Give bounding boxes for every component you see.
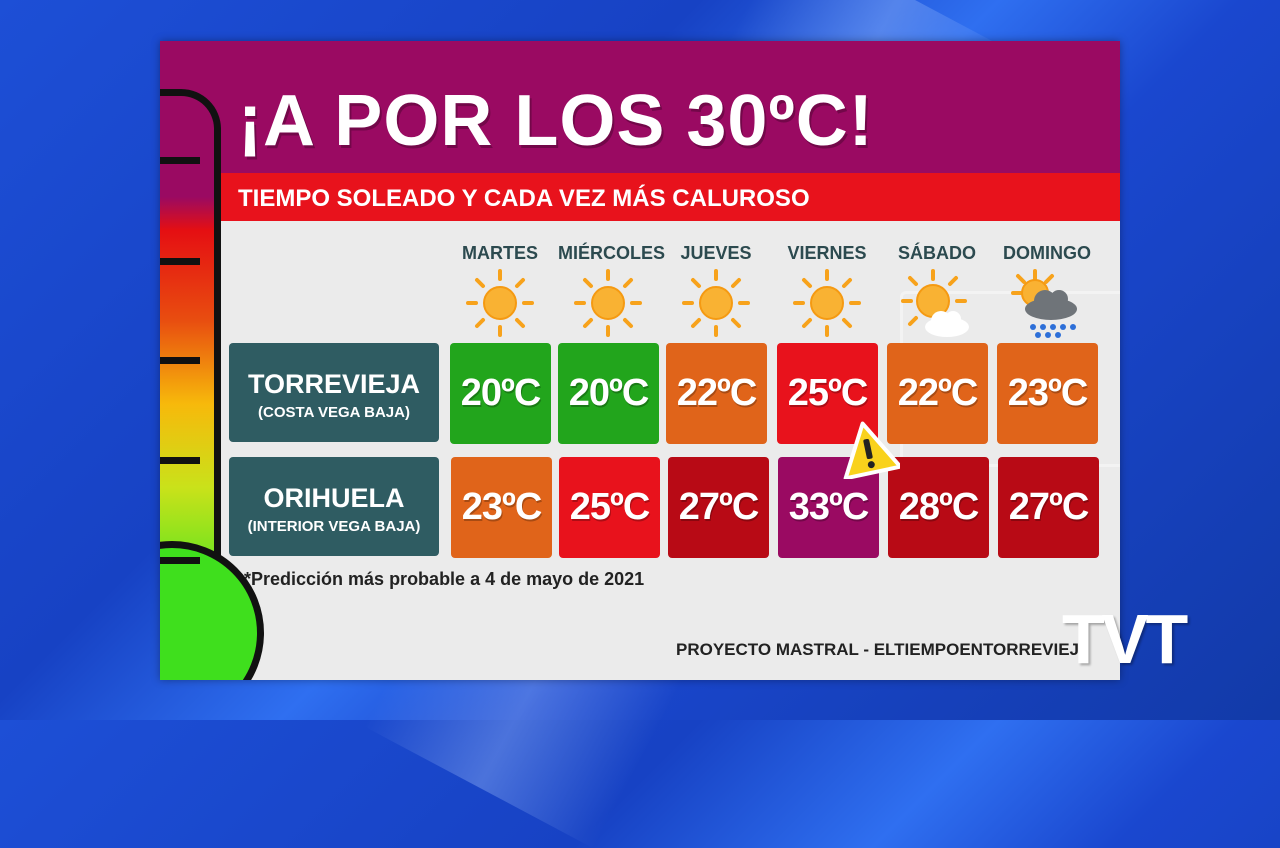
header-band [160,41,1120,173]
thermometer-tick [160,357,200,364]
thermometer-tick [160,457,200,464]
thermometer-tick [160,157,200,164]
thermometer-tick [160,258,200,265]
source-credit: PROYECTO MASTRAL - ELTIEMPOENTORREVIEJA.… [676,640,1086,659]
city-card-torrevieja: TORREVIEJA (COSTA VEGA BAJA) [229,343,439,442]
city-name: ORIHUELA [263,483,405,513]
temp-tile: 22ºC [666,343,767,444]
forecast-footnote: *Predicción más probable a 4 de mayo de … [244,569,645,589]
day-label-tuesday: MARTES [462,243,538,263]
day-label-friday: VIERNES [787,243,867,263]
city-subtitle: (COSTA VEGA BAJA) [258,404,410,421]
page-title: ¡A POR LOS 30ºC! [238,81,874,161]
temp-tile: 23ºC [997,343,1098,444]
temp-tile: 27ºC [668,457,769,558]
sun-icon [450,269,550,341]
day-label-sunday: DOMINGO [1003,243,1091,263]
sun-icon [666,269,766,341]
temp-tile: 22ºC [887,343,988,444]
page-subtitle: TIEMPO SOLEADO Y CADA VEZ MÁS CALUROSO [238,185,810,212]
forecast-card: ¡A POR LOS 30ºC! TIEMPO SOLEADO Y CADA V… [160,41,1120,680]
sun-icon [558,269,658,341]
day-label-wednesday: MIÉRCOLES [558,243,666,263]
temp-tile: 25ºC [559,457,660,558]
temp-tile: 28ºC [888,457,989,558]
temp-tile: 25ºC [777,343,878,444]
sun-cloud-icon [887,269,987,341]
sun-icon [777,269,877,341]
sun-rain-cloud-icon [997,269,1097,341]
city-card-orihuela: ORIHUELA (INTERIOR VEGA BAJA) [229,457,439,556]
day-label-thursday: JUEVES [680,243,752,263]
day-label-saturday: SÁBADO [897,243,976,263]
tvt-logo: TVT [1062,600,1188,678]
thermometer-tick [160,557,200,564]
city-name: TORREVIEJA [247,369,421,399]
temp-tile: 20ºC [450,343,551,444]
warning-icon [836,419,903,481]
temp-tile: 27ºC [998,457,1099,558]
temp-tile: 23ºC [451,457,552,558]
city-subtitle: (INTERIOR VEGA BAJA) [247,518,421,535]
subtitle-band [160,173,1120,221]
thermometer-graphic [160,41,264,680]
temp-tile: 20ºC [558,343,659,444]
